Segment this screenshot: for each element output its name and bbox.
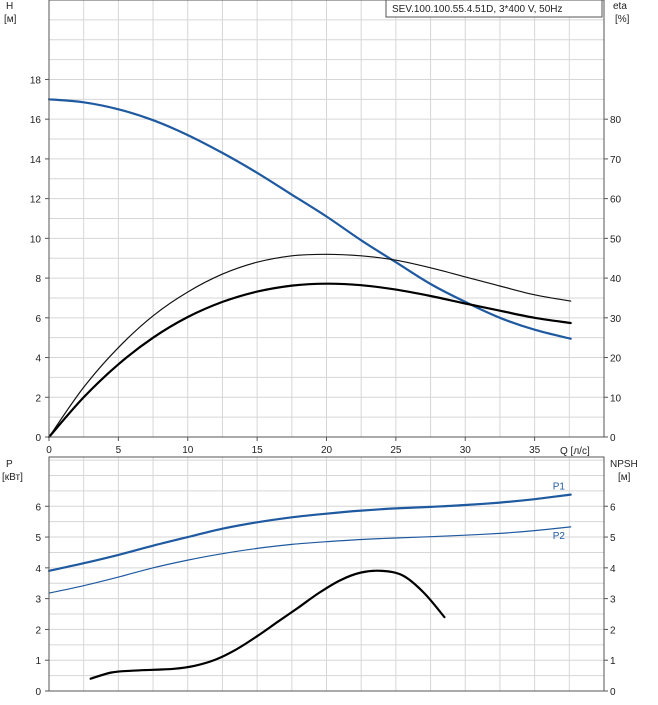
series-line-1-1 xyxy=(47,98,572,340)
left-tick-label: 18 xyxy=(30,75,42,86)
left-tick-label: 2 xyxy=(35,393,41,404)
series-line-2-3 xyxy=(89,569,446,680)
right-tick-label: 10 xyxy=(610,393,622,404)
left-tick-label: 14 xyxy=(30,155,42,166)
right-tick-label: 0 xyxy=(610,687,616,698)
x-tick-label: 0 xyxy=(46,445,52,456)
right-tick-label: 60 xyxy=(610,195,622,206)
series-label-p1: P1 xyxy=(553,482,566,493)
label-layer: H [м] eta [%] P [кВт] NPSH [м] Q [л/с] S… xyxy=(2,0,638,698)
right-tick-label: 2 xyxy=(610,625,616,636)
right-tick-label: 20 xyxy=(610,354,622,365)
right-tick-label: 30 xyxy=(610,314,622,325)
right-tick-label: 4 xyxy=(610,564,616,575)
left-tick-label: 6 xyxy=(35,314,41,325)
left-tick-label: 16 xyxy=(30,115,42,126)
top-right-axis-label: eta xyxy=(613,1,627,12)
right-tick-label: 0 xyxy=(610,433,616,444)
right-tick-label: 5 xyxy=(610,533,616,544)
left-tick-label: 0 xyxy=(35,687,41,698)
left-tick-label: 8 xyxy=(35,274,41,285)
left-tick-label: 1 xyxy=(35,656,41,667)
frame-layer xyxy=(45,0,608,692)
right-tick-label: 80 xyxy=(610,115,622,126)
legend-text: SEV.100.100.55.4.51D, 3*400 V, 50Hz xyxy=(392,4,563,15)
top-right-axis-unit: [%] xyxy=(615,14,630,25)
bottom-right-axis-label: NPSH xyxy=(610,459,638,470)
right-tick-label: 6 xyxy=(610,502,616,513)
left-tick-label: 10 xyxy=(30,234,42,245)
series-line-2-2 xyxy=(48,526,572,594)
plot-frame-2 xyxy=(48,456,605,692)
right-tick-label: 1 xyxy=(610,656,616,667)
series-line-1-3 xyxy=(47,282,572,439)
bottom-left-axis-unit: [кВт] xyxy=(2,472,23,483)
x-tick-label: 30 xyxy=(460,445,472,456)
left-tick-label: 4 xyxy=(35,564,41,575)
x-tick-label: 15 xyxy=(252,445,264,456)
x-axis-label: Q [л/с] xyxy=(560,446,590,457)
series-line-1-2 xyxy=(48,253,572,438)
bottom-right-axis-unit: [м] xyxy=(618,472,631,483)
left-tick-label: 5 xyxy=(35,533,41,544)
left-tick-label: 2 xyxy=(35,625,41,636)
left-tick-label: 0 xyxy=(35,433,41,444)
right-tick-label: 70 xyxy=(610,155,622,166)
bottom-left-axis-label: P xyxy=(6,459,13,470)
top-left-axis-label: H xyxy=(6,1,13,12)
left-tick-label: 3 xyxy=(35,595,41,606)
series-layer xyxy=(47,98,572,680)
left-tick-label: 6 xyxy=(35,502,41,513)
right-tick-label: 40 xyxy=(610,274,622,285)
right-tick-label: 3 xyxy=(610,595,616,606)
grid-layer xyxy=(49,0,604,691)
left-tick-label: 4 xyxy=(35,354,41,365)
x-tick-label: 25 xyxy=(390,445,402,456)
series-label-p2: P2 xyxy=(553,531,566,542)
right-tick-label: 50 xyxy=(610,234,622,245)
x-tick-label: 20 xyxy=(321,445,333,456)
series-line-2-1 xyxy=(47,493,572,572)
x-tick-label: 5 xyxy=(116,445,122,456)
left-tick-label: 12 xyxy=(30,195,42,206)
x-tick-label: 10 xyxy=(182,445,194,456)
legend-box xyxy=(385,0,603,18)
x-tick-label: 35 xyxy=(529,445,541,456)
top-left-axis-unit: [м] xyxy=(4,14,17,25)
